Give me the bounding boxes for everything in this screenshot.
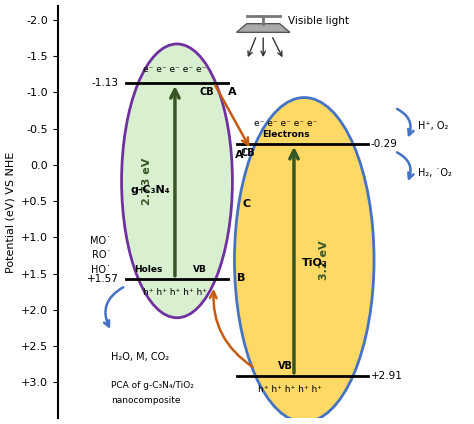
Text: h⁺ h⁺ h⁺ h⁺ h⁺: h⁺ h⁺ h⁺ h⁺ h⁺ xyxy=(258,385,322,394)
Text: h⁺ h⁺ h⁺ h⁺ h⁺: h⁺ h⁺ h⁺ h⁺ h⁺ xyxy=(143,288,207,297)
Text: H₂O, M, CO₂: H₂O, M, CO₂ xyxy=(111,352,169,362)
Text: -0.29: -0.29 xyxy=(371,139,398,149)
Polygon shape xyxy=(237,24,290,32)
Text: C: C xyxy=(243,199,251,209)
Y-axis label: Potential (eV) VS NHE: Potential (eV) VS NHE xyxy=(6,151,16,273)
Text: PCA of g-C₃N₄/TiO₂: PCA of g-C₃N₄/TiO₂ xyxy=(111,381,194,391)
Text: Electrons: Electrons xyxy=(262,130,310,139)
Ellipse shape xyxy=(122,44,232,318)
Text: HO˙: HO˙ xyxy=(91,265,111,275)
Text: B: B xyxy=(237,273,245,283)
Text: MO˙: MO˙ xyxy=(91,236,111,246)
Text: 3.2 eV: 3.2 eV xyxy=(319,240,329,279)
Text: VB: VB xyxy=(278,361,293,371)
Text: CB: CB xyxy=(241,148,255,158)
Text: A: A xyxy=(228,87,237,98)
Text: RO˙: RO˙ xyxy=(92,251,111,260)
Text: -1.13: -1.13 xyxy=(91,78,118,88)
Text: nanocomposite: nanocomposite xyxy=(111,396,181,405)
Ellipse shape xyxy=(235,98,374,422)
Text: Holes: Holes xyxy=(134,265,162,274)
Text: VB: VB xyxy=(193,265,207,274)
Text: +1.57: +1.57 xyxy=(87,273,118,284)
Text: Visible light: Visible light xyxy=(288,16,349,26)
Text: TiO₂: TiO₂ xyxy=(301,258,328,268)
Text: g-C₃N₄: g-C₃N₄ xyxy=(130,185,170,195)
Text: H₂, ˙O₂: H₂, ˙O₂ xyxy=(419,168,452,178)
Text: e⁻ e⁻ e⁻ e⁻ e⁻: e⁻ e⁻ e⁻ e⁻ e⁻ xyxy=(254,119,318,128)
Text: A': A' xyxy=(235,150,247,160)
Text: H⁺, O₂: H⁺, O₂ xyxy=(419,121,449,131)
Text: +2.91: +2.91 xyxy=(371,371,402,381)
Text: e⁻ e⁻ e⁻ e⁻ e⁻: e⁻ e⁻ e⁻ e⁻ e⁻ xyxy=(143,64,207,74)
Text: 2.73 eV: 2.73 eV xyxy=(143,157,153,204)
Text: CB: CB xyxy=(200,87,214,98)
